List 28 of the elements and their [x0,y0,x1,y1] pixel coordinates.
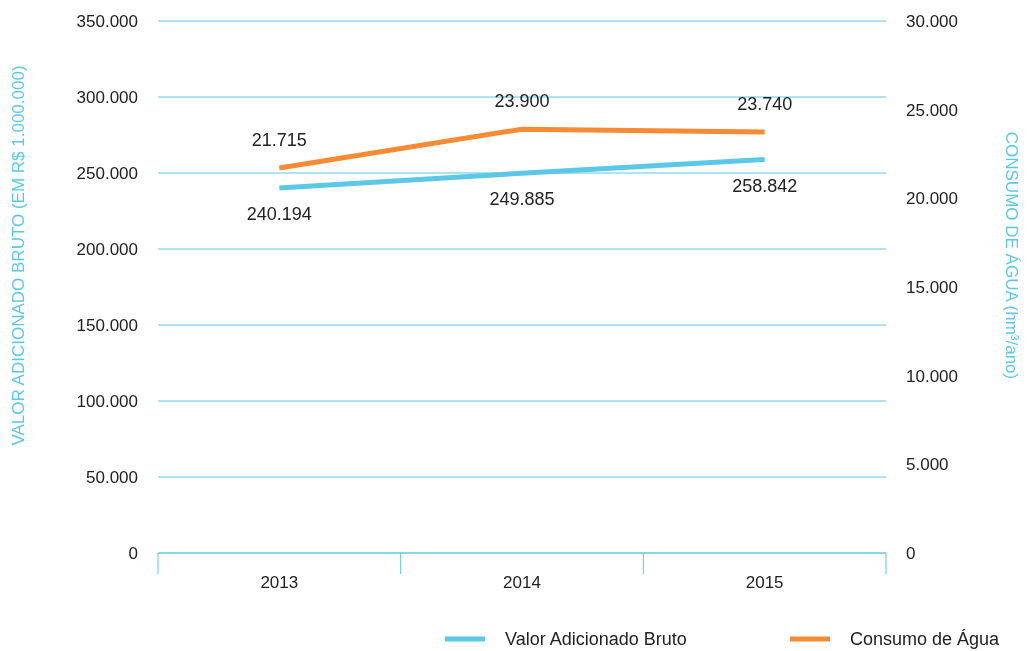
y-axis-title: VALOR ADICIONADO BRUTO (EM R$ 1.000.000) [9,65,28,446]
x-tick-label: 2014 [503,573,541,592]
x-tick-label: 2013 [260,573,299,592]
data-label: 23.740 [737,94,793,115]
y2-axis-title: CONSUMO DE ÁGUA (hm³/ano) [1002,131,1021,380]
data-label: 240.194 [246,203,312,224]
y-tick-label: 300.000 [76,88,138,107]
y-tick-label: 0 [128,544,138,563]
legend-label: Valor Adicionado Bruto [505,629,687,649]
y-tick-label: 250.000 [76,164,138,183]
y2-tick-label: 30.000 [906,12,958,31]
y2-tick-label: 15.000 [906,278,958,297]
y2-tick-label: 5.000 [906,455,949,475]
y2-tick-label: 20.000 [906,189,958,209]
data-label: 249.885 [489,189,555,210]
y2-tick-label: 25.000 [906,100,958,120]
y2-tick-label: 0 [906,544,916,563]
x-tick-label: 2015 [745,573,784,592]
data-label: 258.842 [732,175,798,196]
y-tick-label: 350.000 [76,12,138,31]
y-tick-label: 100.000 [76,392,138,411]
y-tick-label: 200.000 [76,240,138,259]
data-label: 21.715 [251,129,307,150]
y2-tick-label: 10.000 [906,366,958,386]
legend-label: Consumo de Água [850,629,1001,649]
y-tick-label: 150.000 [76,316,138,335]
y-tick-label: 50.000 [86,468,138,487]
data-label: 23.900 [494,91,550,112]
